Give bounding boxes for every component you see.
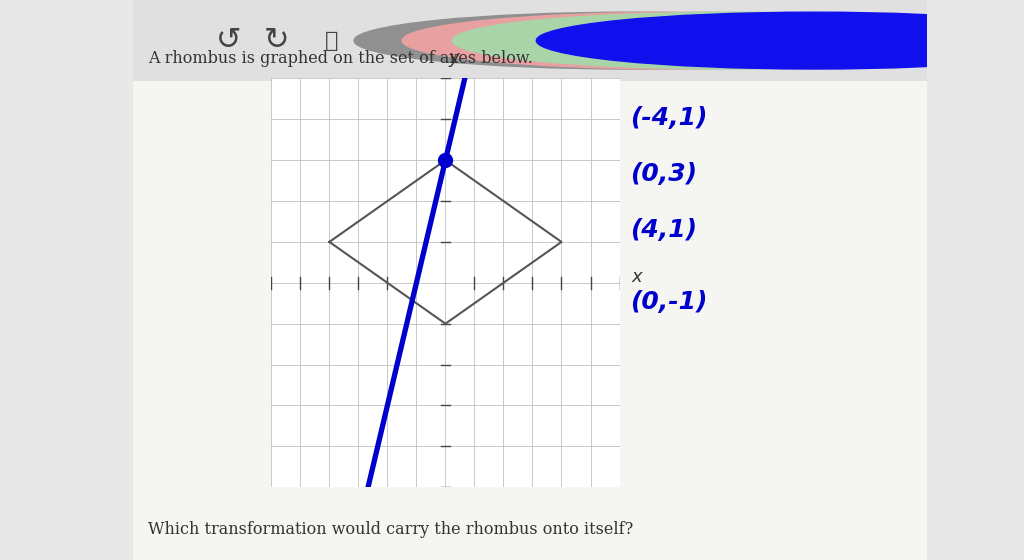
Text: A: A: [499, 31, 514, 50]
Text: y: y: [449, 49, 460, 67]
Text: ↻: ↻: [263, 26, 289, 55]
Text: (-4,1): (-4,1): [630, 106, 708, 129]
Circle shape: [453, 12, 1008, 69]
Text: ⬥: ⬥: [325, 31, 338, 50]
Circle shape: [537, 12, 1024, 69]
FancyBboxPatch shape: [125, 0, 935, 560]
Text: (4,1): (4,1): [630, 218, 696, 241]
Text: A rhombus is graphed on the set of axes below.: A rhombus is graphed on the set of axes …: [148, 50, 534, 67]
Point: [437, 156, 454, 165]
Text: ↺: ↺: [216, 26, 241, 55]
Text: (0,-1): (0,-1): [630, 291, 708, 314]
Text: x: x: [632, 268, 642, 286]
Text: ▱: ▱: [458, 31, 475, 50]
Text: (0,3): (0,3): [630, 162, 696, 185]
Text: ◇: ◇: [361, 29, 381, 53]
FancyBboxPatch shape: [117, 0, 943, 83]
Circle shape: [402, 12, 957, 69]
Text: ⬛: ⬛: [548, 31, 559, 50]
Circle shape: [354, 12, 909, 69]
Text: Which transformation would carry the rhombus onto itself?: Which transformation would carry the rho…: [148, 521, 634, 538]
Text: ✕: ✕: [419, 31, 435, 50]
